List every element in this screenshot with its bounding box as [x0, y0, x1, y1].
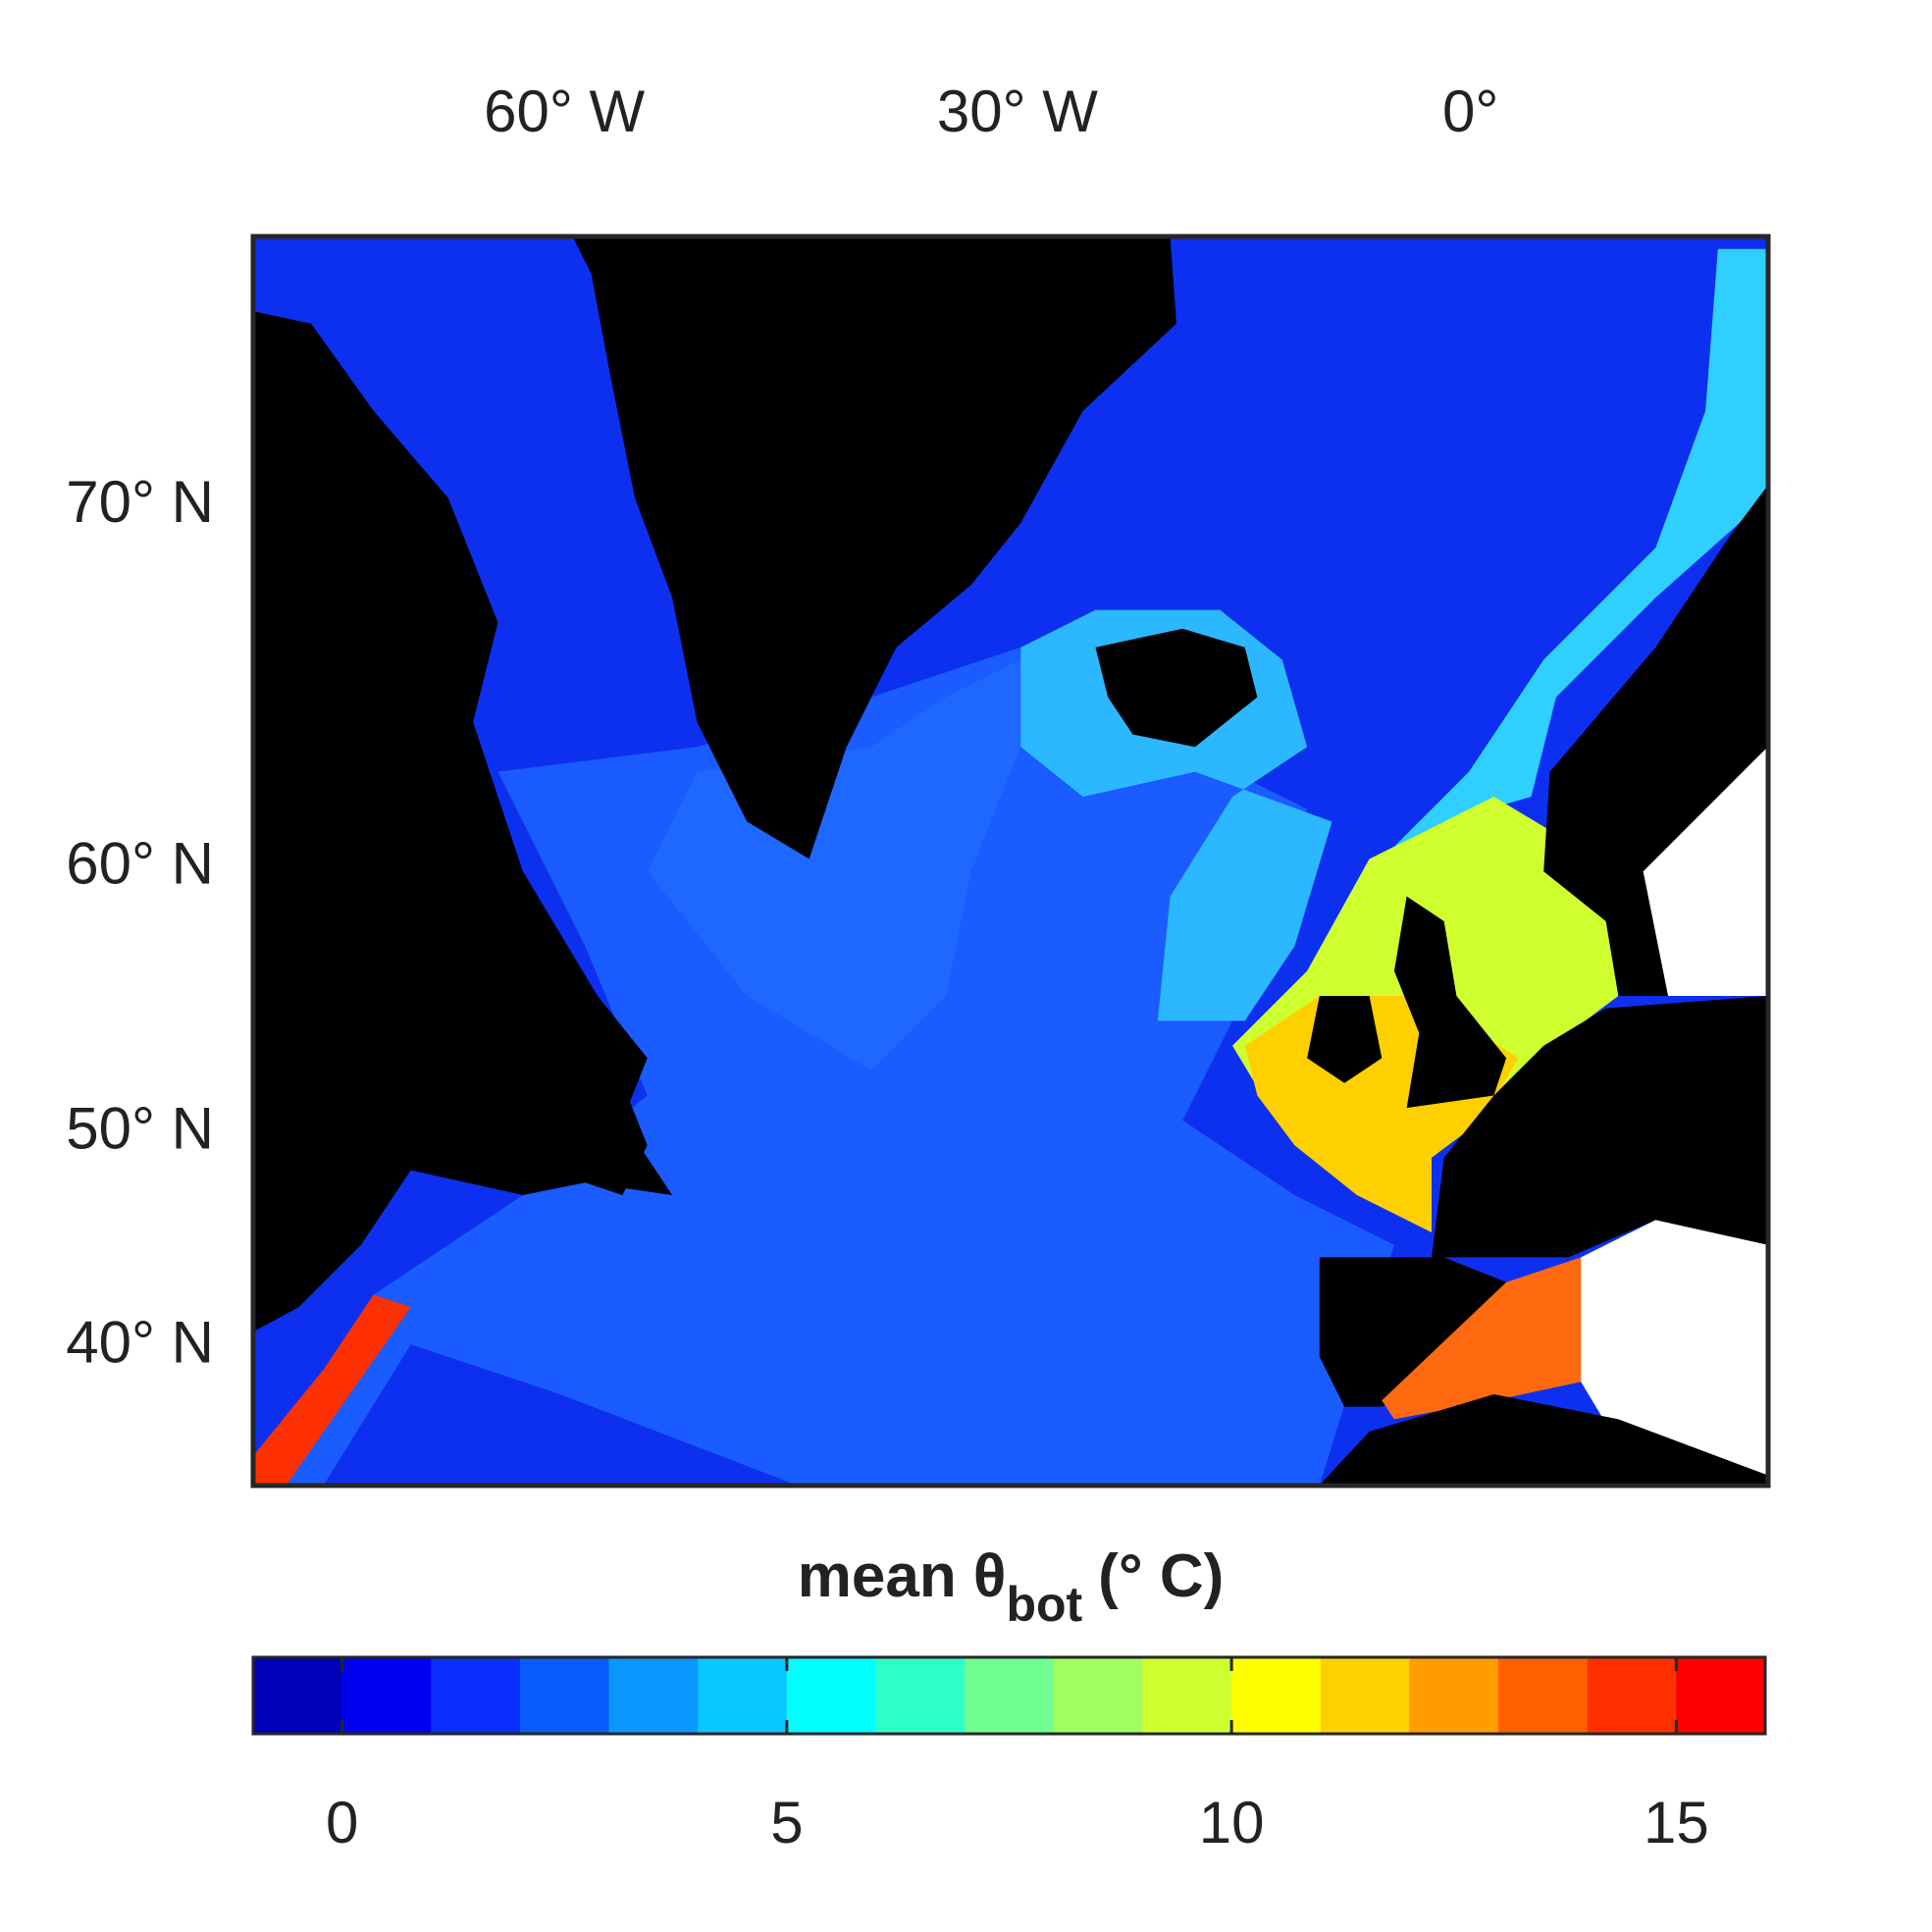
label-unit: (° C) [1098, 1542, 1224, 1610]
basin [647, 647, 1046, 1071]
colorbar-cell [1587, 1657, 1677, 1734]
land [1307, 995, 1383, 1083]
colorbar-cell [965, 1657, 1055, 1734]
colorbar-tick-label: 10 [1199, 1790, 1265, 1855]
land [252, 311, 673, 1332]
shelf [1020, 609, 1332, 1021]
x-tick-label: 0° [1442, 78, 1498, 144]
land [1393, 896, 1507, 1109]
colorbar-cell [1142, 1657, 1232, 1734]
colorbar-cell [1231, 1657, 1322, 1734]
colorbar-cell [786, 1657, 877, 1734]
colorbar-tick-label: 5 [770, 1790, 803, 1855]
sea [1382, 1257, 1582, 1420]
land [572, 236, 1176, 860]
colorbar-cell [1409, 1657, 1499, 1734]
colorbar-cell [1498, 1657, 1589, 1734]
shelf [1393, 248, 1768, 847]
colorbar-cell [1320, 1657, 1410, 1734]
y-tick-label: 40° N [66, 1310, 214, 1376]
x-tick-label: 60° W [484, 78, 645, 144]
colorbar-tick-label: 15 [1644, 1790, 1709, 1855]
y-tick-label: 50° N [66, 1095, 214, 1161]
land-masked [1581, 1220, 1768, 1476]
x-tick-label: 30° W [937, 78, 1098, 144]
y-tick-label: 70° N [66, 469, 214, 535]
label-text: mean θ [798, 1542, 1007, 1610]
land [1432, 995, 1768, 1258]
colorbar-cell [431, 1657, 521, 1734]
land [1095, 628, 1258, 748]
map [252, 236, 1768, 1486]
basin [286, 647, 1394, 1486]
colorbar-cell [698, 1657, 788, 1734]
shelf [252, 1294, 411, 1486]
colorbar-cell [253, 1657, 343, 1734]
land [572, 1082, 648, 1195]
land-masked [1643, 747, 1768, 996]
colorbar-cell [608, 1657, 699, 1734]
colorbar-label: mean θbot (° C) [798, 1542, 1225, 1632]
colorbar-cell [1053, 1657, 1143, 1734]
colorbar-cell [341, 1657, 432, 1734]
y-tick-label: 60° N [66, 831, 214, 897]
colorbar-cell [1676, 1657, 1766, 1734]
colorbar-cell [875, 1657, 966, 1734]
label-subscript: bot [1006, 1577, 1082, 1632]
colorbar-frame [251, 1655, 1767, 1736]
colorbar-cell [519, 1657, 610, 1734]
map-frame [250, 234, 1771, 1488]
colorbar-tick-label: 0 [326, 1790, 358, 1855]
land [1319, 1393, 1768, 1486]
